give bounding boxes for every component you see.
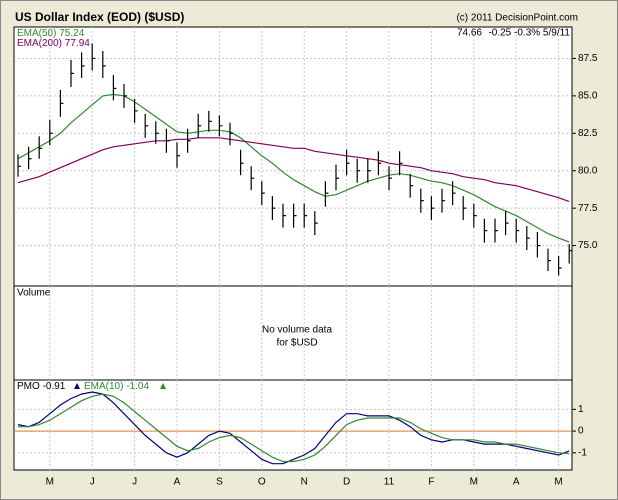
x-tick-label: J xyxy=(90,477,95,488)
legend-ema50: EMA(50) 75.24 xyxy=(17,28,85,39)
volume-note: for $USD xyxy=(276,338,317,349)
legend-name: EMA(10) xyxy=(84,381,123,392)
legend-value: -0.91 xyxy=(43,381,66,392)
arrow-icon xyxy=(160,383,166,389)
x-tick-label: O xyxy=(258,477,266,488)
y-tick-label: 77.5 xyxy=(578,203,598,214)
line-series xyxy=(17,93,570,243)
volume-panel xyxy=(13,285,573,381)
x-tick-label: M xyxy=(46,477,54,488)
x-tick-label: M xyxy=(554,477,562,488)
price-panel xyxy=(13,26,573,287)
legend-name: PMO xyxy=(17,381,40,392)
y-tick-label: -1 xyxy=(578,447,587,458)
y-tick-label: 1 xyxy=(578,404,584,415)
copyright: (c) 2011 DecisionPoint.com xyxy=(456,13,578,24)
line-series xyxy=(17,137,570,203)
x-tick-label: J xyxy=(132,477,137,488)
x-tick-label: A xyxy=(513,477,520,488)
volume-note: No volume data xyxy=(262,325,332,336)
y-tick-label: 75.0 xyxy=(578,240,598,251)
line-series xyxy=(18,393,570,463)
x-tick-label: S xyxy=(216,477,223,488)
legend-value: 75.24 xyxy=(59,28,84,39)
legend-ema200: EMA(200) 77.94 xyxy=(17,38,90,49)
last-close: 74.66 xyxy=(457,28,482,39)
line-series xyxy=(17,391,570,465)
volume-label: Volume xyxy=(17,288,51,299)
legend-name: EMA(50) xyxy=(17,28,56,39)
x-tick-label: 11 xyxy=(384,477,395,488)
x-tick-label: F xyxy=(428,477,434,488)
y-tick-label: 80.0 xyxy=(578,165,598,176)
y-tick-label: 0 xyxy=(578,426,584,437)
marks xyxy=(17,43,573,465)
x-tick-label: D xyxy=(343,477,350,488)
x-tick-label: N xyxy=(301,477,308,488)
arrow-icon xyxy=(74,383,80,389)
y-tick-label: 82.5 xyxy=(578,128,598,139)
y-tick-label: 85.0 xyxy=(578,91,598,102)
legend-value: 77.94 xyxy=(65,38,90,49)
legend-pmo-ema: EMA(10) -1.04 xyxy=(84,381,149,392)
legend-pmo: PMO -0.91 xyxy=(17,381,66,392)
chart-title: US Dollar Index (EOD) ($USD) xyxy=(15,10,184,24)
quote-change: -0.25 -0.3% 5/9/11 xyxy=(488,28,570,39)
legend-value: -1.04 xyxy=(126,381,149,392)
x-tick-label: M xyxy=(470,477,478,488)
legend-name: EMA(200) xyxy=(17,38,62,49)
x-tick-label: A xyxy=(174,477,181,488)
y-tick-label: 87.5 xyxy=(578,53,598,64)
